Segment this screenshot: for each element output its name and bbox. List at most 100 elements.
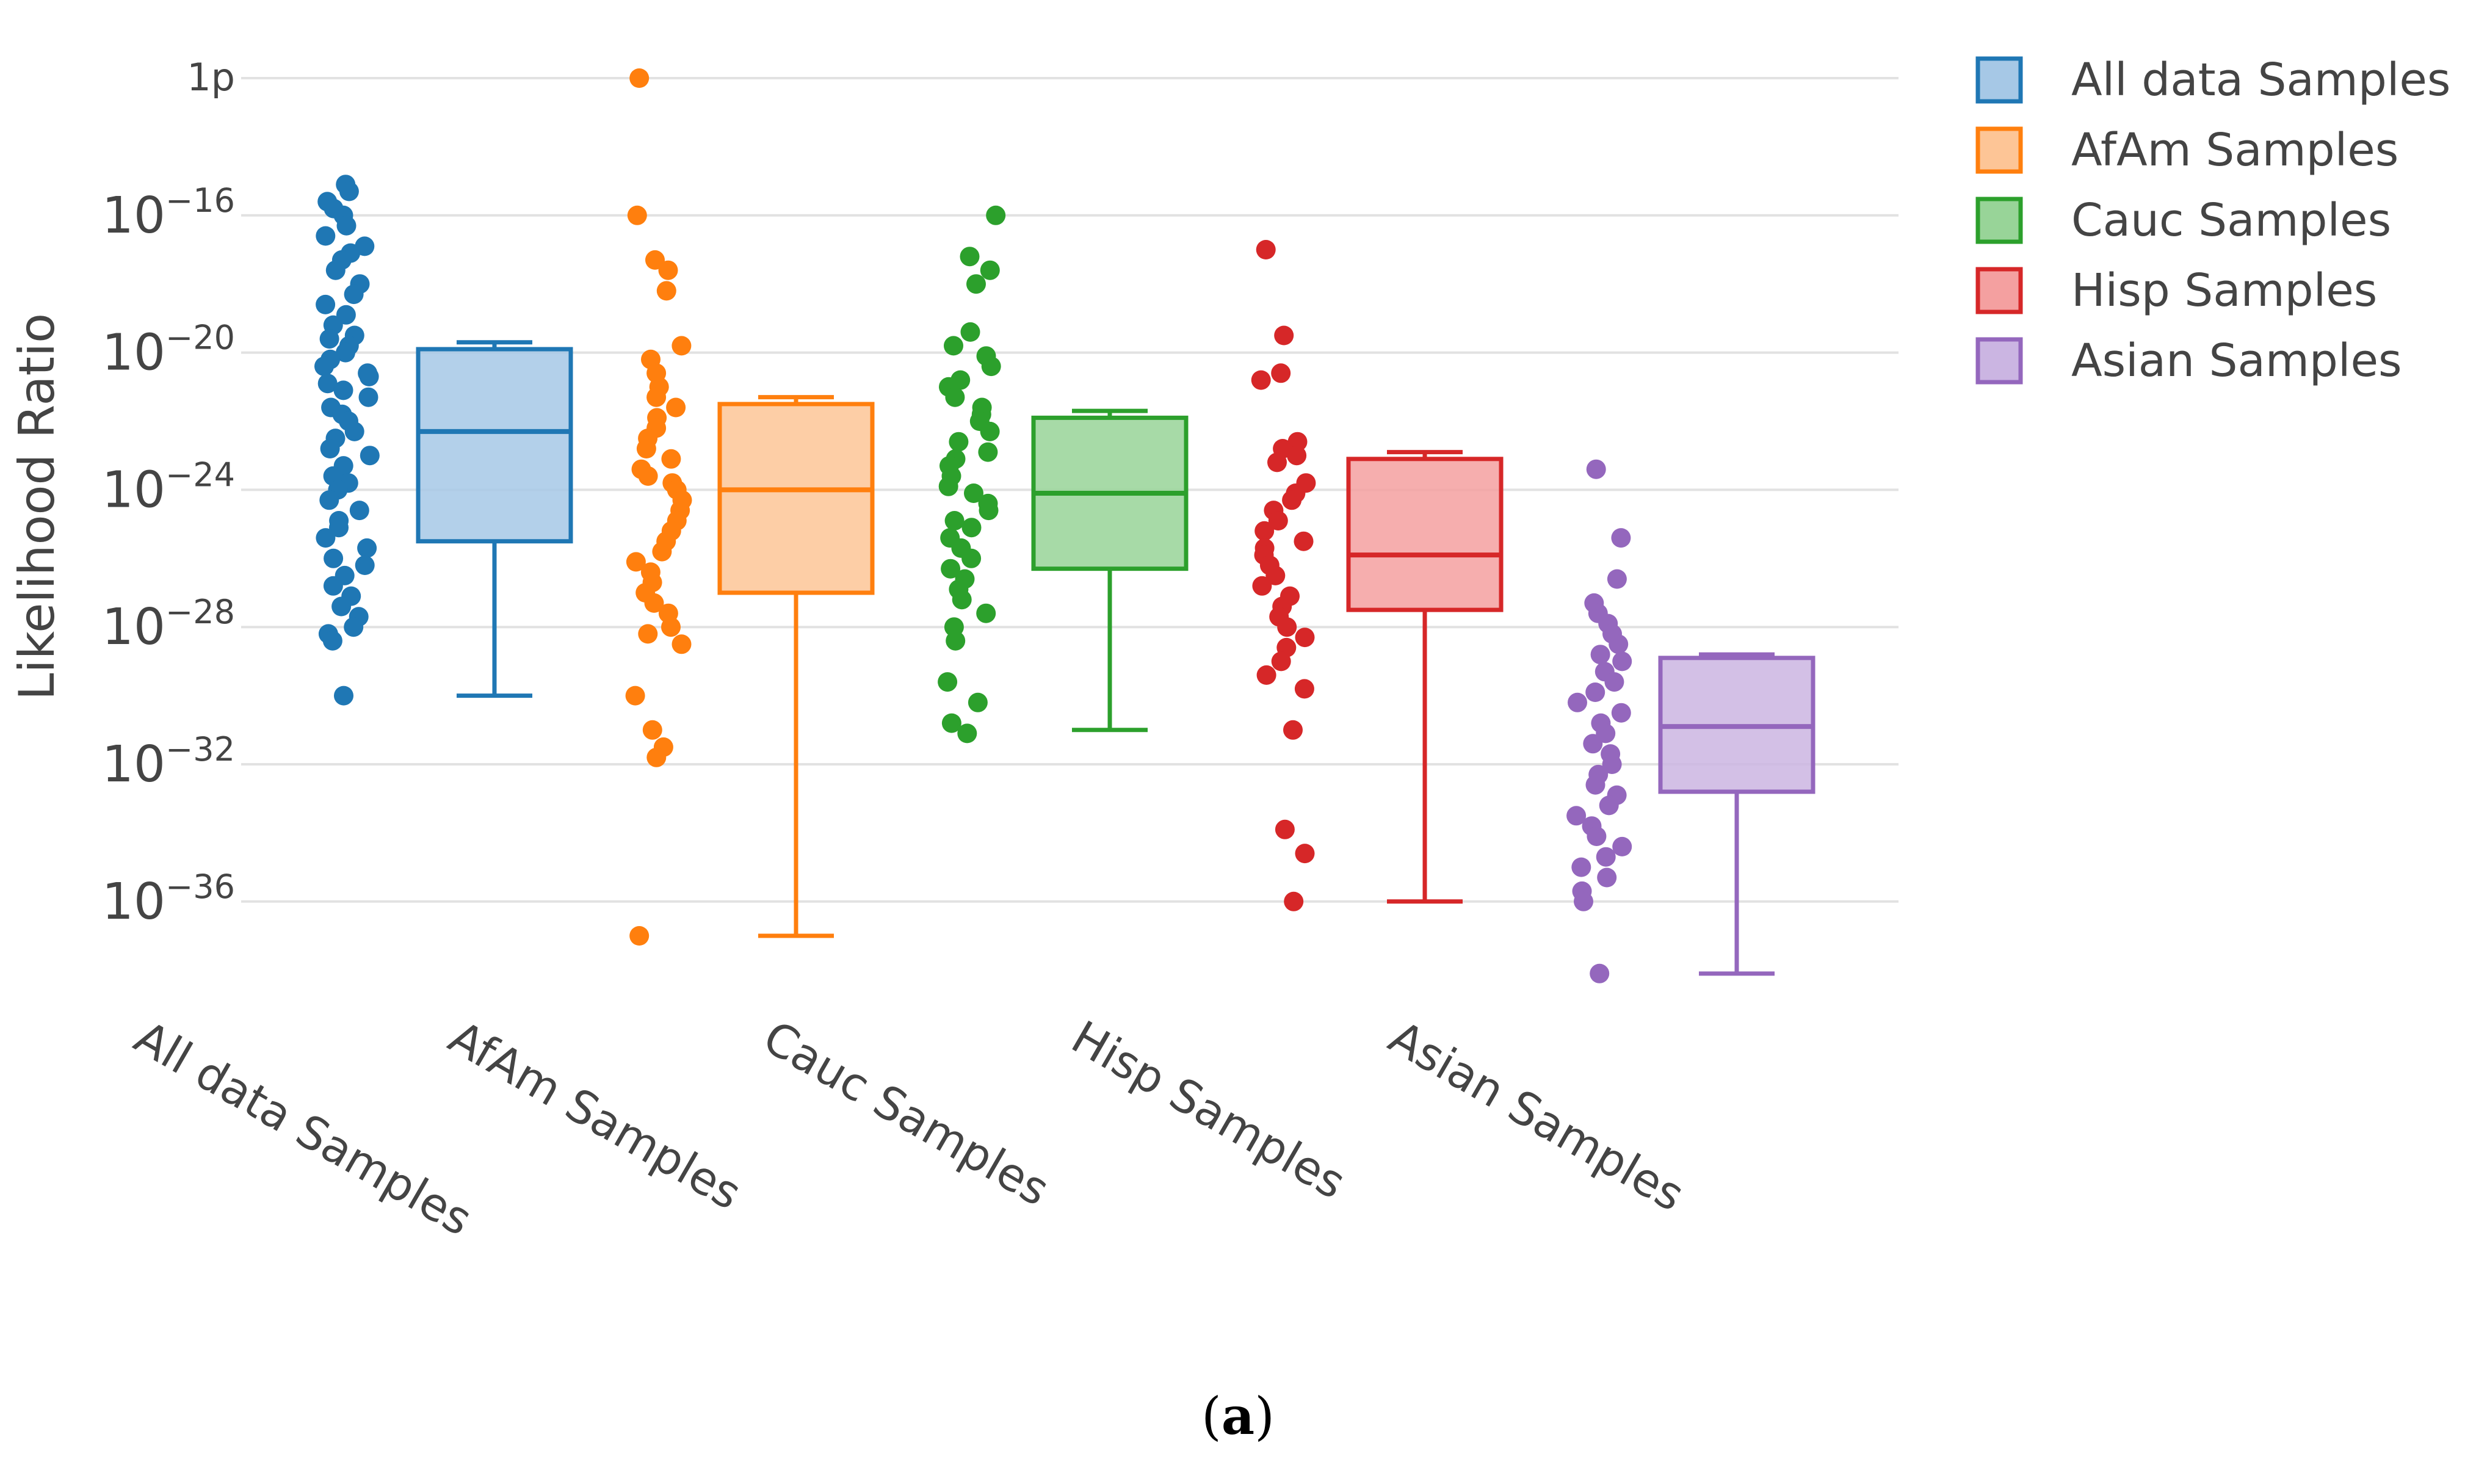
data-point [629, 68, 650, 88]
data-point [961, 548, 982, 568]
data-point [979, 501, 999, 521]
data-point [652, 541, 672, 562]
data-point [960, 322, 980, 342]
data-point [1604, 672, 1624, 692]
data-point [938, 476, 958, 496]
data-point [319, 490, 339, 510]
x-tick-label: All data Samples [126, 1011, 480, 1246]
data-point [966, 274, 986, 294]
data-point [964, 483, 983, 503]
data-point [325, 260, 346, 280]
data-point [661, 617, 681, 637]
data-point [1566, 806, 1587, 826]
data-point [656, 281, 676, 301]
series-3 [938, 205, 1189, 744]
data-point [1271, 363, 1291, 383]
data-point [946, 631, 966, 651]
data-point [1265, 565, 1286, 585]
data-point [1590, 645, 1610, 665]
data-point [938, 672, 958, 692]
series-1 [314, 175, 573, 706]
box [717, 402, 875, 595]
data-point [945, 387, 965, 407]
data-point [329, 518, 349, 538]
data-point [1568, 692, 1587, 712]
caption-letter: a [1221, 1386, 1255, 1446]
data-point [344, 617, 364, 637]
y-tick-label: 10−24 [102, 455, 235, 519]
data-point [333, 380, 353, 400]
data-point [646, 387, 667, 407]
legend-label: AfAm Samples [2071, 124, 2398, 176]
data-point [666, 397, 686, 418]
data-point [1611, 703, 1631, 723]
data-point [1585, 682, 1605, 702]
legend-label: Hisp Samples [2071, 264, 2377, 317]
x-tick-label: Hisp Samples [1063, 1011, 1354, 1209]
data-point [1599, 795, 1619, 816]
data-point [1586, 459, 1606, 479]
data-point [316, 528, 336, 548]
legend-item[interactable]: Hisp Samples [1975, 264, 2377, 317]
data-point [952, 590, 972, 610]
data-point [1275, 819, 1295, 839]
data-point [339, 181, 359, 201]
data-point [986, 205, 1006, 225]
legend-item[interactable]: All data Samples [1975, 54, 2450, 106]
data-point [1287, 446, 1307, 466]
data-point [1283, 720, 1303, 740]
data-point [1268, 511, 1288, 530]
data-point [626, 552, 646, 572]
figure-caption: (a) [0, 1386, 2476, 1446]
legend-swatch [1975, 267, 2023, 314]
data-point [1602, 755, 1622, 774]
data-point [961, 518, 982, 538]
data-point [625, 686, 645, 706]
legend-swatch [1975, 56, 2023, 104]
data-point [968, 692, 988, 712]
y-tick-label: 10−28 [102, 593, 235, 656]
legend-swatch [1975, 126, 2023, 174]
data-point [1607, 569, 1627, 589]
data-point [976, 603, 996, 623]
data-point [1252, 576, 1272, 596]
legend-swatch [1975, 337, 2023, 385]
legend-label: Asian Samples [2071, 335, 2402, 387]
data-point [344, 284, 364, 305]
data-point [316, 294, 336, 314]
data-point [323, 576, 343, 596]
data-point [944, 511, 965, 530]
data-point [1251, 370, 1271, 390]
data-point [629, 926, 650, 946]
caption-close: ) [1254, 1386, 1275, 1446]
data-point [1571, 857, 1591, 877]
box [416, 347, 573, 544]
data-point [978, 442, 998, 462]
data-point [1583, 734, 1603, 754]
data-point [636, 439, 656, 458]
data-point [980, 421, 1000, 441]
legend-item[interactable]: Asian Samples [1975, 335, 2402, 387]
data-point [1256, 665, 1276, 685]
data-point [1294, 531, 1314, 551]
legend-item[interactable]: AfAm Samples [1975, 124, 2398, 176]
data-point [638, 624, 658, 644]
legend-item[interactable]: Cauc Samples [1975, 194, 2391, 247]
data-point [957, 723, 977, 744]
x-tick-label: Cauc Samples [755, 1011, 1058, 1217]
y-axis-label: Likelihood Ratio [9, 313, 65, 700]
data-point [336, 215, 357, 236]
series-5 [1566, 459, 1815, 983]
data-point [324, 548, 344, 568]
data-point [1597, 867, 1617, 888]
data-point [661, 449, 681, 469]
data-point [331, 596, 352, 617]
data-point [1585, 775, 1605, 795]
data-point [1294, 679, 1314, 699]
series-group [314, 68, 1815, 983]
legend-label: Cauc Samples [2071, 194, 2391, 247]
data-point [980, 260, 1000, 280]
y-tick-label: 10−20 [102, 319, 235, 382]
